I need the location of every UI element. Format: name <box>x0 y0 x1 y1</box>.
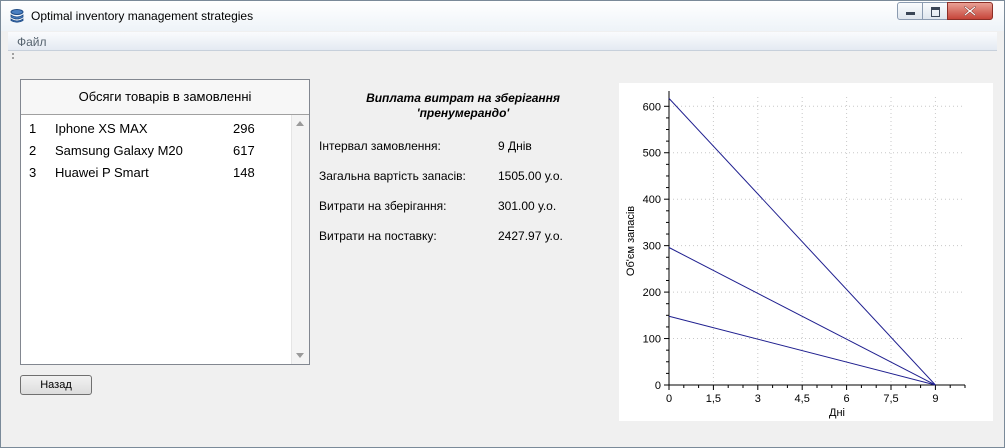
x-tick-label: 0 <box>666 393 672 405</box>
series-line <box>668 315 936 386</box>
y-tick-label: 300 <box>643 241 661 253</box>
series-line <box>668 247 936 386</box>
chart-svg: 0 1,5 3 4,5 6 7,5 9 0 100 200 300 400 500 600 Дні Об'єм… <box>625 91 966 419</box>
content-area: Обсяги товарів в замовленні 1 Iphone XS … <box>8 63 997 441</box>
total-cost-label: Загальна вартість запасів: <box>319 169 466 183</box>
storage-cost-label: Витрати на зберігання: <box>319 199 447 213</box>
order-list-header: Обсяги товарів в замовленні <box>21 80 309 115</box>
info-title-line1: Виплата витрат на зберігання <box>366 91 560 105</box>
item-quantity: 148 <box>233 165 255 180</box>
menu-bar: Файл <box>8 32 997 51</box>
y-tick-label: 400 <box>643 194 661 206</box>
item-quantity: 617 <box>233 143 255 158</box>
minimize-button[interactable] <box>897 2 923 20</box>
y-tick-label: 500 <box>643 148 661 160</box>
item-number: 1 <box>29 121 37 136</box>
item-name: Huawei P Smart <box>55 165 149 180</box>
maximize-button[interactable] <box>922 2 948 20</box>
x-axis-label: Дні <box>829 407 845 419</box>
toolbar-grip[interactable] <box>12 53 16 59</box>
x-tick-label: 9 <box>932 393 938 405</box>
item-quantity: 296 <box>233 121 255 136</box>
total-cost-value: 1505.00 у.о. <box>498 169 563 183</box>
scroll-up-icon[interactable] <box>296 121 304 126</box>
back-button[interactable]: Назад <box>20 375 92 395</box>
list-item[interactable]: 2 Samsung Galaxy M20 617 <box>21 140 291 162</box>
delivery-cost-value: 2427.97 у.о. <box>498 229 563 243</box>
window-title: Optimal inventory management strategies <box>31 9 254 23</box>
delivery-cost-label: Витрати на поставку: <box>319 229 437 243</box>
x-tick-label: 4,5 <box>795 393 810 405</box>
maximize-icon <box>931 7 940 17</box>
vertical-scrollbar[interactable] <box>291 115 309 364</box>
x-tick-label: 6 <box>844 393 850 405</box>
y-tick-label: 600 <box>643 101 661 113</box>
order-interval-label: Інтервал замовлення: <box>319 139 441 153</box>
title-bar[interactable]: Optimal inventory management strategies <box>1 1 1004 31</box>
item-name: Iphone XS MAX <box>55 121 148 136</box>
menu-file[interactable]: Файл <box>17 35 47 49</box>
close-icon <box>964 6 976 16</box>
item-number: 3 <box>29 165 37 180</box>
stack-icon <box>10 9 24 23</box>
order-interval-value: 9 Днів <box>498 139 532 153</box>
list-item[interactable]: 3 Huawei P Smart 148 <box>21 162 291 184</box>
y-tick-label: 100 <box>643 334 661 346</box>
y-axis-label: Об'єм запасів <box>625 206 637 276</box>
x-tick-label: 3 <box>755 393 761 405</box>
close-button[interactable] <box>947 2 993 20</box>
list-item[interactable]: 1 Iphone XS MAX 296 <box>21 118 291 140</box>
x-tick-label: 1,5 <box>706 393 721 405</box>
inventory-chart: 0 1,5 3 4,5 6 7,5 9 0 100 200 300 400 500 600 Дні Об'єм… <box>619 83 993 421</box>
x-tick-label: 7,5 <box>883 393 898 405</box>
order-list[interactable]: Обсяги товарів в замовленні 1 Iphone XS … <box>20 79 310 365</box>
item-number: 2 <box>29 143 37 158</box>
storage-cost-value: 301.00 у.о. <box>498 199 557 213</box>
scroll-down-icon[interactable] <box>296 353 304 358</box>
info-title-line2: 'пренумерандо' <box>416 106 510 120</box>
info-title: Виплата витрат на зберігання 'пренумеран… <box>348 91 578 121</box>
item-name: Samsung Galaxy M20 <box>55 143 183 158</box>
minimize-icon <box>906 12 915 15</box>
y-tick-label: 0 <box>655 380 661 392</box>
y-tick-label: 200 <box>643 287 661 299</box>
series-line <box>668 98 936 386</box>
